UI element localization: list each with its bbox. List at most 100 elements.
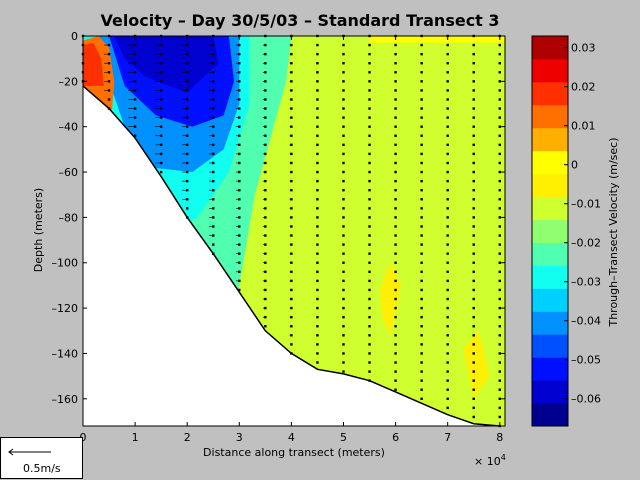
profile-point	[394, 161, 397, 165]
profile-point	[264, 207, 267, 210]
profile-point	[316, 361, 319, 364]
profile-point	[498, 352, 501, 355]
profile-point	[316, 315, 319, 319]
profile-point	[238, 71, 241, 74]
colorbar	[532, 36, 568, 427]
profile-point	[238, 234, 241, 237]
profile-point	[290, 62, 293, 65]
profile-point	[342, 343, 345, 346]
profile-point	[498, 343, 501, 346]
profile-point	[446, 179, 449, 183]
profile-point	[472, 216, 475, 219]
profile-point	[185, 188, 189, 192]
profile-point	[472, 170, 475, 174]
profile-point	[238, 116, 241, 119]
profile-point	[420, 89, 423, 92]
profile-point	[472, 252, 475, 255]
profile-point	[472, 52, 475, 56]
profile-point	[107, 43, 111, 47]
profile-point	[316, 225, 319, 228]
profile-point	[316, 252, 319, 255]
profile-point	[498, 98, 501, 101]
profile-point	[342, 116, 345, 119]
profile-point	[185, 143, 189, 147]
profile-point	[498, 216, 501, 219]
profile-point	[290, 216, 293, 219]
profile-point	[472, 225, 475, 228]
profile-point	[394, 334, 397, 337]
profile-point	[107, 80, 111, 83]
profile-point	[420, 179, 423, 183]
profile-point	[342, 152, 345, 156]
profile-point	[185, 43, 189, 47]
profile-point	[290, 306, 293, 310]
profile-point	[342, 80, 345, 83]
profile-point	[394, 352, 397, 355]
x-tick-label: 3	[236, 431, 243, 444]
profile-point	[185, 52, 189, 56]
profile-point	[394, 43, 397, 47]
seabed-mask	[83, 36, 505, 426]
profile-point	[446, 325, 449, 328]
profile-point	[446, 188, 449, 192]
profile-point	[342, 170, 345, 174]
profile-point	[420, 343, 423, 346]
profile-point	[212, 125, 215, 128]
colorbar-swatch	[532, 196, 568, 221]
profile-point	[368, 152, 371, 156]
profile-point	[472, 379, 475, 382]
profile-point	[238, 161, 241, 165]
profile-point	[446, 406, 449, 410]
profile-point	[342, 71, 345, 74]
profile-point	[342, 261, 345, 264]
profile-point	[394, 306, 397, 310]
profile-point	[159, 107, 163, 110]
profile-point	[342, 234, 345, 237]
profile-point	[394, 170, 397, 174]
profile-point	[472, 297, 475, 301]
y-tick-label: –120	[52, 302, 79, 315]
profile-point	[368, 89, 371, 92]
profile-point	[472, 207, 475, 210]
profile-point	[185, 71, 189, 74]
profile-point	[368, 352, 371, 355]
profile-point	[446, 143, 449, 147]
profile-point	[420, 62, 423, 65]
profile-point	[316, 71, 319, 74]
profile-point	[420, 143, 423, 147]
profile-point	[264, 143, 267, 147]
profile-point	[446, 116, 449, 119]
profile-point	[446, 198, 449, 201]
profile-point	[498, 243, 501, 246]
profile-point	[159, 62, 163, 65]
profile-point	[212, 225, 215, 228]
profile-point	[394, 216, 397, 219]
profile-point	[420, 198, 423, 201]
profile-point	[368, 306, 371, 310]
profile-point	[368, 188, 371, 192]
profile-point	[342, 297, 345, 301]
profile-point	[238, 43, 241, 47]
profile-point	[420, 379, 423, 382]
profile-point	[472, 134, 475, 137]
profile-point	[264, 279, 267, 283]
profile-point	[107, 107, 111, 110]
profile-point	[342, 43, 345, 47]
profile-point	[290, 325, 293, 328]
profile-point	[472, 261, 475, 264]
profile-point	[316, 52, 319, 56]
profile-point	[342, 352, 345, 355]
profile-point	[498, 152, 501, 156]
profile-point	[185, 107, 189, 110]
profile-point	[264, 161, 267, 165]
colorbar-swatch	[532, 265, 568, 289]
profile-point	[498, 297, 501, 301]
profile-point	[316, 116, 319, 119]
profile-point	[238, 152, 241, 156]
profile-point	[498, 188, 501, 192]
profile-point	[316, 43, 319, 47]
profile-point	[472, 361, 475, 364]
profile-point	[290, 116, 293, 119]
profile-point	[446, 361, 449, 364]
profile-point	[212, 188, 215, 192]
